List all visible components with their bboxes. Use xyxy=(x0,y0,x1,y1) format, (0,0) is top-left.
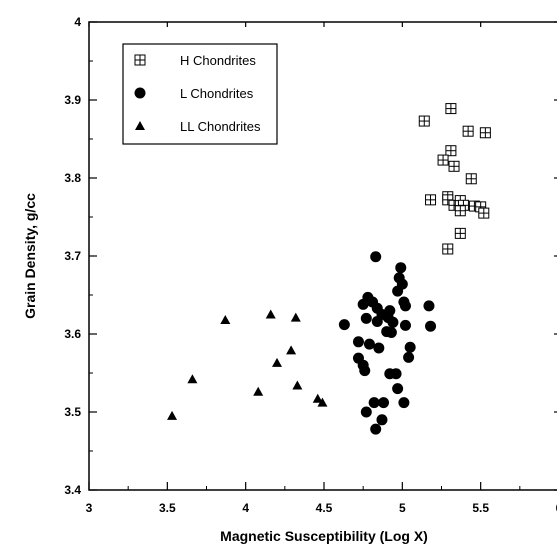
data-point xyxy=(392,383,404,395)
x-axis-title: Magnetic Susceptibility (Log X) xyxy=(220,528,428,544)
data-points xyxy=(167,103,491,435)
data-point xyxy=(338,319,350,331)
x-tick-label: 5.5 xyxy=(472,501,489,515)
data-point xyxy=(360,312,372,324)
legend-label: LL Chondrites xyxy=(180,119,261,134)
data-point xyxy=(454,227,466,239)
data-point xyxy=(395,262,407,274)
data-point xyxy=(423,300,435,312)
data-point xyxy=(370,251,382,263)
data-point xyxy=(454,205,466,217)
x-tick-label: 4 xyxy=(242,501,249,515)
data-point xyxy=(352,336,364,348)
data-point xyxy=(442,243,454,255)
y-tick-label: 3.4 xyxy=(64,483,81,497)
data-point xyxy=(445,103,457,115)
legend-box xyxy=(122,43,278,145)
data-point xyxy=(392,285,404,297)
data-point xyxy=(390,368,402,380)
data-point xyxy=(404,341,416,353)
y-tick-label: 4 xyxy=(74,15,81,29)
legend: H Chondrites L Chondrites LL Chondrites xyxy=(122,43,278,145)
data-point xyxy=(403,351,415,363)
data-point xyxy=(387,316,399,328)
data-point xyxy=(187,374,198,384)
data-point xyxy=(425,320,437,332)
y-axis: 3.4 3.5 3.6 3.7 3.8 3.9 4 xyxy=(64,15,557,497)
data-point xyxy=(399,300,411,312)
x-tick-label: 3.5 xyxy=(159,501,176,515)
data-point xyxy=(448,160,460,172)
data-point xyxy=(371,316,383,328)
data-point xyxy=(317,397,328,407)
legend-marker xyxy=(135,121,145,130)
data-point xyxy=(445,145,457,157)
legend-label: H Chondrites xyxy=(180,53,256,68)
data-point xyxy=(368,397,380,409)
data-point xyxy=(357,298,369,310)
data-point xyxy=(167,410,178,420)
y-tick-label: 3.6 xyxy=(64,327,81,341)
data-point xyxy=(359,365,371,377)
y-tick-label: 3.5 xyxy=(64,405,81,419)
data-point xyxy=(292,380,303,390)
data-point xyxy=(425,194,437,206)
data-point xyxy=(398,397,410,409)
data-point xyxy=(272,357,282,367)
data-point xyxy=(378,397,390,409)
data-point xyxy=(479,127,491,139)
data-point xyxy=(385,326,397,338)
legend-marker xyxy=(134,54,146,66)
x-tick-label: 4.5 xyxy=(316,501,333,515)
y-tick-label: 3.8 xyxy=(64,171,81,185)
data-point xyxy=(462,125,474,137)
data-point xyxy=(360,406,372,418)
x-tick-label: 5 xyxy=(399,501,406,515)
legend-marker xyxy=(134,87,146,99)
data-point xyxy=(312,393,323,403)
legend-label: L Chondrites xyxy=(180,86,254,101)
data-point xyxy=(220,314,231,324)
y-tick-label: 3.9 xyxy=(64,93,81,107)
data-point xyxy=(465,173,477,185)
data-point xyxy=(286,345,297,355)
x-tick-label: 6 xyxy=(556,501,557,515)
data-point xyxy=(370,423,382,435)
data-point xyxy=(363,338,375,350)
data-point xyxy=(373,342,385,354)
data-point xyxy=(376,414,388,426)
x-axis: 3 3.5 4 4.5 5 5.5 6 xyxy=(86,22,557,515)
data-point xyxy=(437,154,449,166)
y-tick-label: 3.7 xyxy=(64,249,81,263)
data-point xyxy=(265,309,276,319)
data-point xyxy=(418,115,430,127)
data-point xyxy=(253,386,264,396)
y-axis-title: Grain Density, g/cc xyxy=(22,193,38,319)
data-point xyxy=(290,312,301,322)
data-point xyxy=(399,319,411,331)
x-tick-label: 3 xyxy=(86,501,93,515)
data-point xyxy=(478,207,490,219)
